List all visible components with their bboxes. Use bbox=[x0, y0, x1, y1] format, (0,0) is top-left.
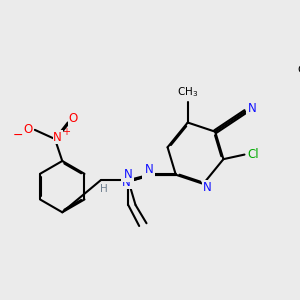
Text: O: O bbox=[24, 123, 33, 136]
Text: N: N bbox=[143, 166, 152, 178]
Text: N: N bbox=[124, 168, 133, 181]
Text: N: N bbox=[202, 181, 211, 194]
Text: O: O bbox=[69, 112, 78, 125]
Text: N: N bbox=[248, 102, 256, 115]
Text: −: − bbox=[13, 129, 24, 142]
Text: N: N bbox=[53, 131, 62, 144]
Text: N: N bbox=[145, 163, 154, 176]
Text: H: H bbox=[100, 184, 107, 194]
Text: CH$_3$: CH$_3$ bbox=[177, 85, 198, 99]
Text: N: N bbox=[122, 176, 131, 188]
Text: Cl: Cl bbox=[247, 148, 259, 161]
Text: C: C bbox=[297, 65, 300, 75]
Text: +: + bbox=[62, 127, 70, 137]
